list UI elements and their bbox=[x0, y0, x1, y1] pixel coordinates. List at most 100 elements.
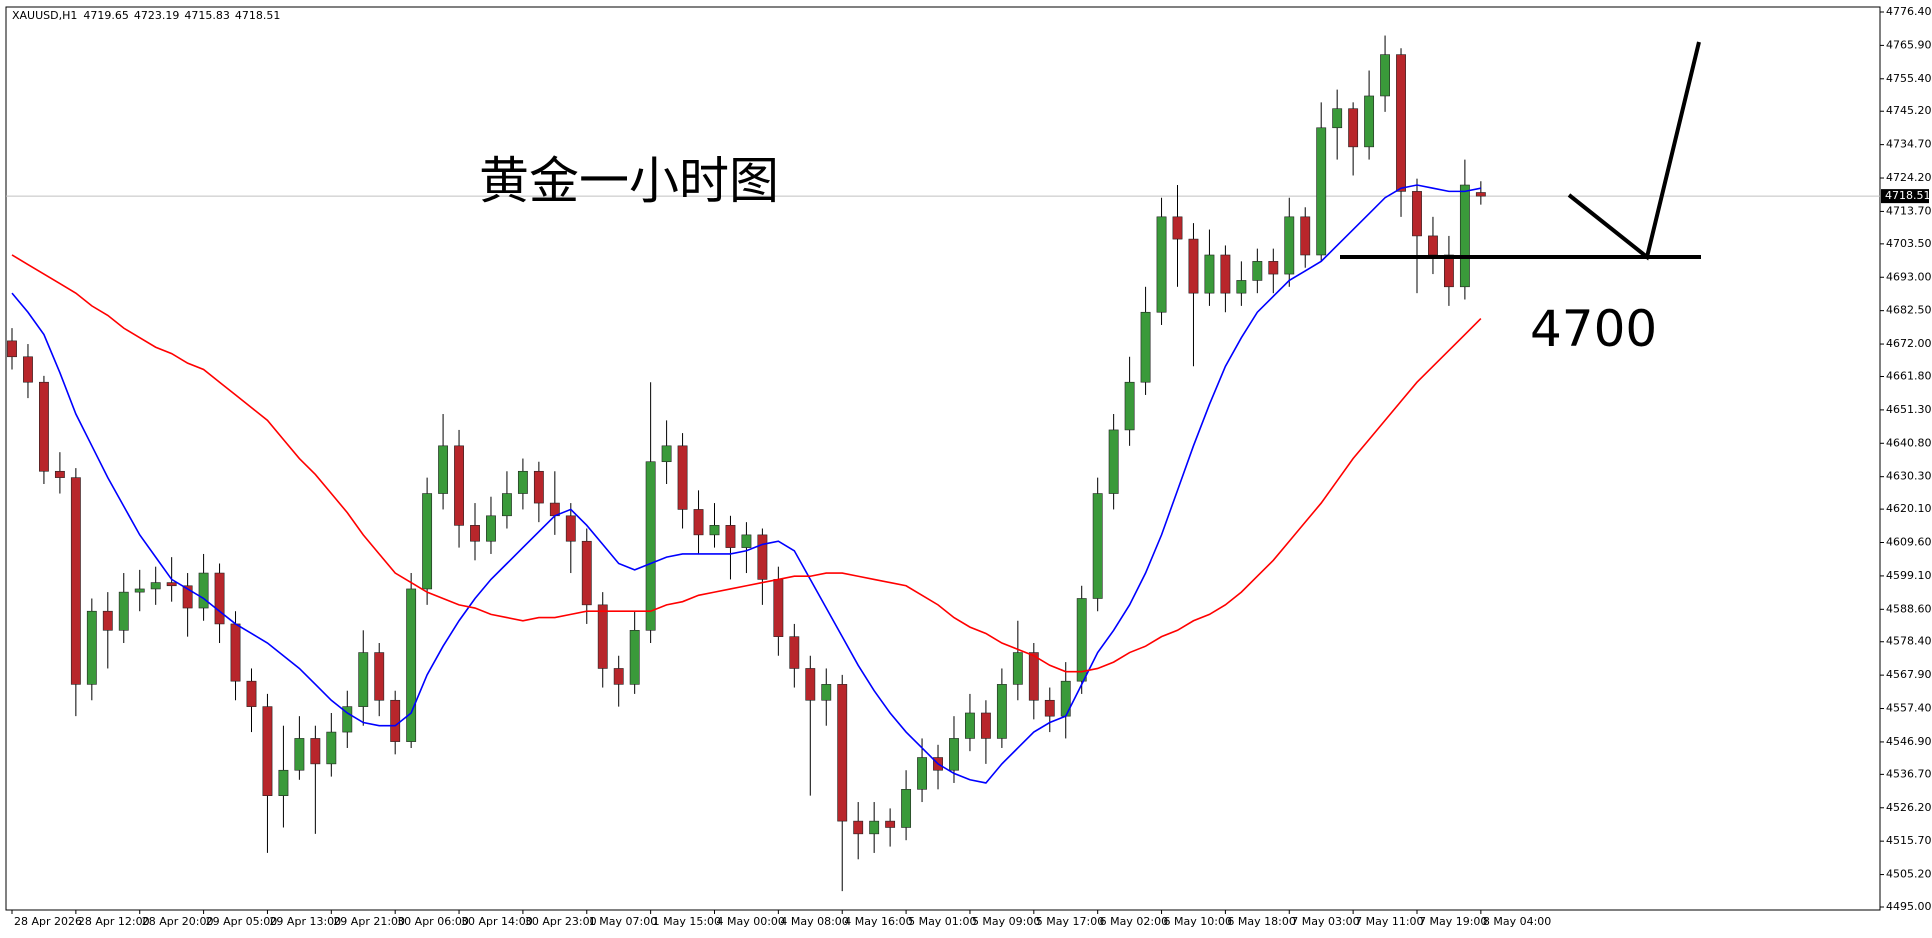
candle-body bbox=[1412, 191, 1422, 237]
candle-body bbox=[1475, 192, 1486, 197]
y-tick-label: 4526.20 bbox=[1886, 801, 1932, 814]
candle-body bbox=[1380, 54, 1390, 97]
candle-body bbox=[262, 706, 273, 796]
x-tick-label: 29 Apr 05:00 bbox=[206, 915, 278, 928]
candle-body bbox=[310, 738, 321, 765]
x-tick-label: 6 May 18:00 bbox=[1227, 915, 1295, 928]
candle-body bbox=[470, 525, 480, 542]
candle-body bbox=[869, 820, 880, 835]
candle-body bbox=[39, 381, 49, 472]
y-tick-label: 4515.70 bbox=[1886, 834, 1932, 847]
candle-body bbox=[1124, 381, 1135, 431]
candle-body bbox=[454, 445, 464, 526]
candle-body bbox=[1172, 216, 1183, 240]
x-tick-label: 30 Apr 06:00 bbox=[397, 915, 469, 928]
header-close: 4718.51 bbox=[235, 9, 281, 22]
candle-body bbox=[502, 493, 512, 517]
x-tick-label: 1 May 07:00 bbox=[589, 915, 657, 928]
candle-body bbox=[1204, 254, 1215, 294]
candle-body bbox=[422, 493, 433, 590]
x-tick-label: 28 Apr 20:00 bbox=[142, 915, 214, 928]
candle-body bbox=[486, 515, 496, 542]
candle-body bbox=[789, 636, 800, 669]
candle-body bbox=[358, 652, 369, 707]
candle-body bbox=[1028, 652, 1039, 701]
x-tick-label: 7 May 11:00 bbox=[1355, 915, 1423, 928]
candle-body bbox=[246, 680, 257, 707]
y-tick-label: 4765.90 bbox=[1886, 38, 1932, 51]
moving-average bbox=[11, 184, 1482, 784]
x-tick-label: 1 May 15:00 bbox=[653, 915, 721, 928]
candle-body bbox=[837, 684, 848, 822]
y-tick-label: 4557.40 bbox=[1886, 702, 1932, 715]
y-tick-label: 4713.70 bbox=[1886, 204, 1932, 217]
candle-body bbox=[406, 588, 417, 742]
candle-body bbox=[374, 652, 385, 701]
candle-body bbox=[949, 738, 959, 771]
candle-body bbox=[1220, 254, 1231, 294]
price-tag bbox=[1881, 189, 1929, 204]
candle-body bbox=[1140, 311, 1151, 383]
candle-body bbox=[1396, 54, 1406, 192]
annotation-title: 黄金一小时图 bbox=[479, 152, 779, 210]
x-tick-label: 28 Apr 12:00 bbox=[78, 915, 150, 928]
candle-body bbox=[805, 668, 816, 701]
header-high: 4723.19 bbox=[134, 9, 180, 22]
header-low: 4715.83 bbox=[184, 9, 230, 22]
x-tick-label: 28 Apr 2026 bbox=[14, 915, 82, 928]
candle-body bbox=[517, 470, 528, 494]
symbol: XAUUSD,H1 bbox=[12, 9, 77, 22]
candle-body bbox=[917, 757, 927, 790]
candle-body bbox=[741, 534, 752, 548]
header-open: 4719.65 bbox=[83, 9, 129, 22]
candle-body bbox=[214, 572, 225, 625]
candle-body bbox=[198, 572, 209, 609]
x-tick-label: 4 May 08:00 bbox=[780, 915, 848, 928]
y-tick-label: 4682.50 bbox=[1886, 304, 1932, 317]
candle-body bbox=[565, 515, 576, 542]
candle-body bbox=[1188, 238, 1199, 294]
candle-body bbox=[725, 525, 736, 548]
y-tick-label: 4734.70 bbox=[1886, 138, 1932, 151]
price-tag-label: 4718.51 bbox=[1885, 189, 1931, 202]
candle-body bbox=[150, 582, 161, 590]
candle-body bbox=[661, 445, 672, 463]
y-tick-label: 4546.90 bbox=[1886, 735, 1932, 748]
candle-body bbox=[390, 699, 401, 742]
candle-body bbox=[1012, 652, 1023, 685]
candle-body bbox=[1428, 235, 1438, 256]
candle-body bbox=[645, 461, 656, 631]
candle-body bbox=[853, 820, 864, 835]
candle-body bbox=[1092, 493, 1103, 599]
y-tick-label: 4505.20 bbox=[1886, 868, 1932, 881]
candle-body bbox=[980, 712, 991, 739]
candle-body bbox=[1443, 254, 1454, 288]
x-tick-label: 5 May 17:00 bbox=[1036, 915, 1104, 928]
candle-body bbox=[613, 668, 624, 685]
x-tick-label: 5 May 01:00 bbox=[908, 915, 976, 928]
candle-body bbox=[996, 684, 1007, 739]
candle-body bbox=[86, 610, 97, 685]
candle-body bbox=[597, 604, 608, 669]
candle-body bbox=[54, 470, 65, 478]
candle-body bbox=[773, 579, 784, 637]
x-tick-label: 29 Apr 21:00 bbox=[333, 915, 405, 928]
y-tick-label: 4536.70 bbox=[1886, 767, 1932, 780]
candle-body bbox=[278, 769, 289, 796]
candle-body bbox=[1348, 108, 1359, 148]
annotation-level: 4700 bbox=[1530, 300, 1657, 358]
marks bbox=[6, 35, 1880, 892]
candle-body bbox=[1044, 699, 1055, 717]
y-tick-label: 4724.20 bbox=[1886, 171, 1932, 184]
candle-body bbox=[294, 738, 305, 771]
candle-body bbox=[1108, 429, 1119, 494]
drawn-path bbox=[1567, 41, 1701, 261]
y-tick-label: 4609.60 bbox=[1886, 536, 1932, 549]
y-tick-label: 4755.40 bbox=[1886, 72, 1932, 85]
candle-body bbox=[677, 445, 688, 510]
y-tick-label: 4640.80 bbox=[1886, 436, 1932, 449]
y-tick-label: 4588.60 bbox=[1886, 602, 1932, 615]
y-tick-label: 4693.00 bbox=[1886, 270, 1932, 283]
x-tick-label: 29 Apr 13:00 bbox=[269, 915, 341, 928]
